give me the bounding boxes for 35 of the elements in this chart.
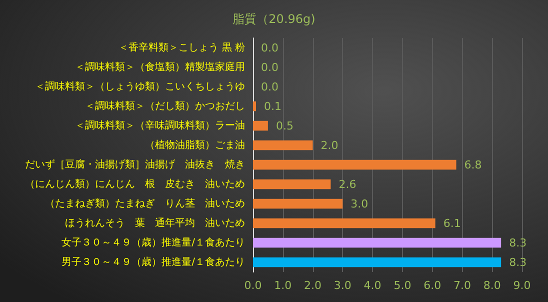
data-label: 0.5	[276, 119, 294, 132]
x-tick-label: 6.0	[424, 279, 442, 292]
data-label: 6.8	[464, 158, 482, 172]
x-tick-label: 8.0	[483, 279, 501, 292]
x-tick-label: 4.0	[364, 279, 382, 292]
y-tick-label: ＜調味料類＞（辛味調味料類）ラー油	[75, 119, 245, 132]
data-label: 0.0	[261, 41, 278, 54]
y-tick-label: 男子３０～４９（歳）推進量/１食あたり	[62, 256, 245, 268]
data-label: 2.0	[320, 138, 338, 152]
y-tick-label: ＜香辛料類＞こしょう 黒 粉	[118, 41, 245, 54]
y-tick-label: ＜調味料類＞（しょうゆ類）こいくちしょうゆ	[35, 80, 245, 92]
x-tick-label: 3.0	[334, 279, 352, 292]
chart-title: 脂質（20.96g)	[232, 12, 316, 26]
data-label: 0.0	[261, 60, 278, 74]
y-tick-label: だいず［豆腐・油揚げ類］油揚げ 油抜き 焼き	[25, 158, 245, 170]
y-tick-label: ほうれんそう 葉 通年平均 油いため	[65, 216, 245, 229]
y-tick-label: （にんじん類）にんじん 根 皮むき 油いため	[25, 178, 245, 190]
data-label: 0.0	[261, 80, 278, 94]
x-tick-label: 9.0	[513, 279, 531, 292]
data-label: 8.3	[509, 256, 527, 269]
x-tick-label: 7.0	[453, 279, 471, 292]
y-tick-label: 女子３０～４９（歳）推進量/１食あたり	[62, 236, 245, 248]
data-label: 2.6	[338, 178, 356, 191]
y-tick-label: （植物油脂類）ごま油	[145, 138, 245, 151]
data-label: 8.3	[509, 236, 527, 250]
y-tick-label: （たまねぎ類）たまねぎ りん茎 油いため	[45, 197, 245, 210]
x-tick-label: 5.0	[394, 279, 412, 292]
x-tick-label: 0.0	[244, 279, 262, 292]
x-tick-label: 1.0	[274, 279, 292, 292]
data-label: 3.0	[350, 197, 368, 210]
y-tick-label: ＜調味料類＞（食塩類）精製塩家庭用	[75, 60, 245, 73]
data-label: 0.1	[264, 100, 282, 113]
data-label: 6.1	[443, 216, 461, 230]
x-tick-label: 2.0	[304, 279, 322, 292]
y-tick-label: ＜調味料類＞（だし類）かつおだし	[85, 100, 245, 112]
